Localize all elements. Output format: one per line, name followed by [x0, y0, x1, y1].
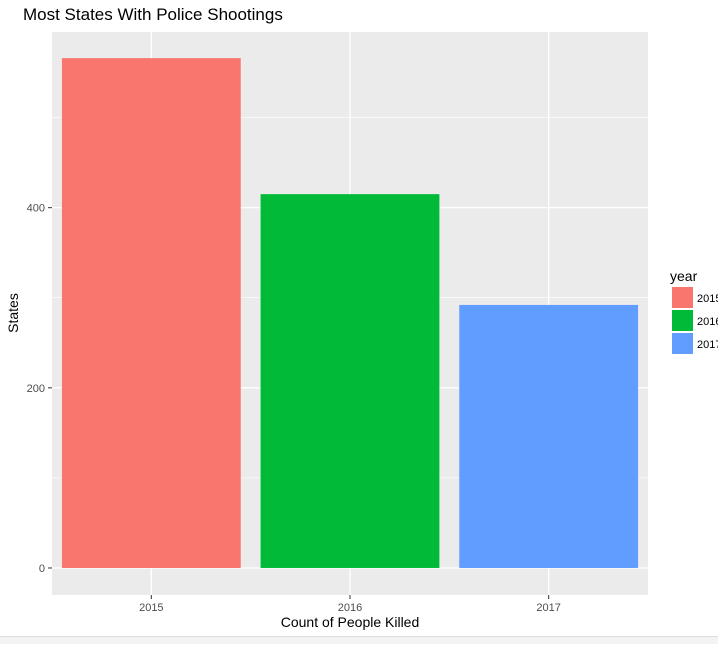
legend-label-2016: 2016 [697, 316, 718, 328]
bar-2015 [61, 58, 241, 568]
legend-label-2015: 2015 [697, 293, 718, 305]
y-tick-label: 0 [39, 563, 45, 575]
bar-2017 [459, 304, 639, 568]
y-axis: 0 200 400 [27, 203, 52, 575]
y-tick-label: 400 [27, 203, 45, 215]
x-tick-label: 2016 [338, 602, 362, 614]
legend-title: year [670, 268, 698, 284]
x-axis: 2015 2016 2017 [139, 595, 561, 614]
legend: year 2015 2016 2017 [670, 268, 718, 354]
y-tick-label: 200 [27, 383, 45, 395]
bar-2016 [260, 194, 440, 568]
legend-swatch-2015 [672, 287, 693, 308]
bars [61, 58, 639, 568]
x-tick-label: 2015 [139, 602, 163, 614]
legend-swatch-2017 [672, 333, 693, 354]
legend-label-2017: 2017 [697, 339, 718, 351]
window-bottom-strip [0, 636, 718, 644]
y-axis-title: States [5, 293, 21, 333]
x-tick-label: 2017 [536, 602, 560, 614]
x-axis-title: Count of People Killed [281, 614, 420, 630]
legend-swatch-2016 [672, 310, 693, 331]
legend-entries: 2015 2016 2017 [672, 287, 718, 354]
chart-title: Most States With Police Shootings [23, 5, 283, 24]
